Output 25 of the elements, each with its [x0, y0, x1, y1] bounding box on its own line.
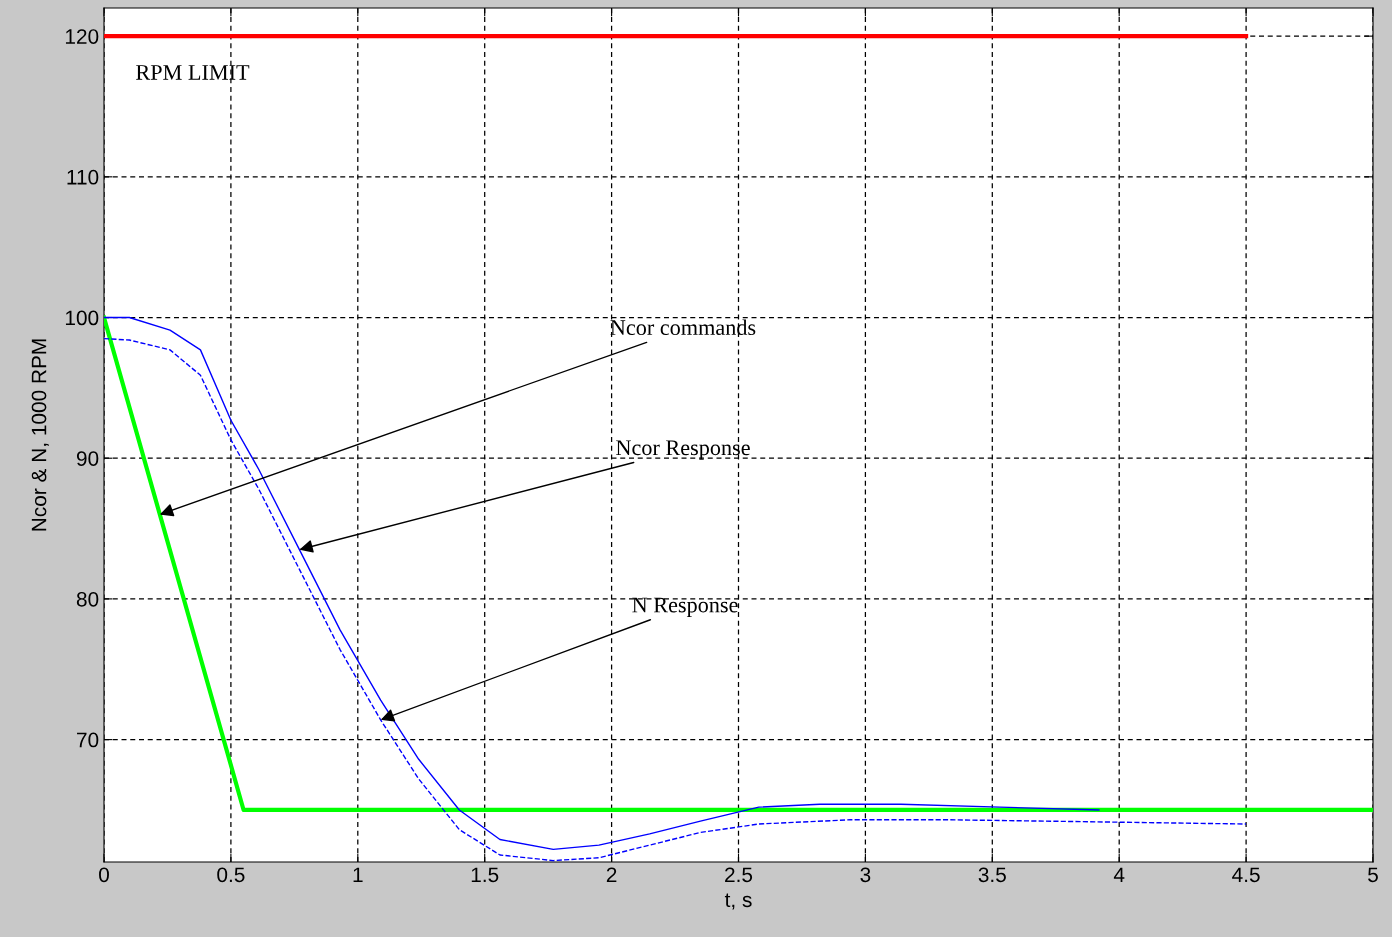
x-tick-label: 2.5	[725, 867, 753, 883]
y-axis-title: Ncor & N, 1000 RPM	[31, 339, 49, 531]
y-tick-label: 120	[65, 29, 99, 44]
x-tick-label: 1	[353, 867, 363, 882]
y-tick-label: 110	[67, 169, 99, 185]
annotation: Ncor Response	[616, 440, 750, 460]
line-series	[104, 316, 1100, 851]
x-tick-label: 5	[1368, 867, 1378, 883]
x-tick-label: 4.5	[1232, 867, 1260, 883]
line-series	[104, 337, 1247, 862]
y-tick-label: 70	[77, 732, 99, 748]
annotation: Ncor commands	[610, 319, 756, 336]
y-tick-label: 100	[65, 310, 99, 326]
series-label: RPM LIMIT	[136, 65, 250, 80]
x-tick-label: 3.5	[978, 867, 1006, 883]
x-tick-label: 0.5	[217, 867, 245, 883]
x-tick-label: 4	[1113, 867, 1125, 882]
y-tick-label: 90	[76, 451, 99, 466]
x-tick-label: 1.5	[471, 867, 499, 883]
y-tick-label: 80	[76, 591, 99, 607]
x-tick-label: 0	[99, 867, 109, 883]
x-tick-label: 3	[860, 867, 871, 883]
annotation: N Response	[632, 597, 738, 617]
x-tick-label: 2	[606, 867, 617, 882]
x-axis-title: t, s	[724, 893, 752, 910]
